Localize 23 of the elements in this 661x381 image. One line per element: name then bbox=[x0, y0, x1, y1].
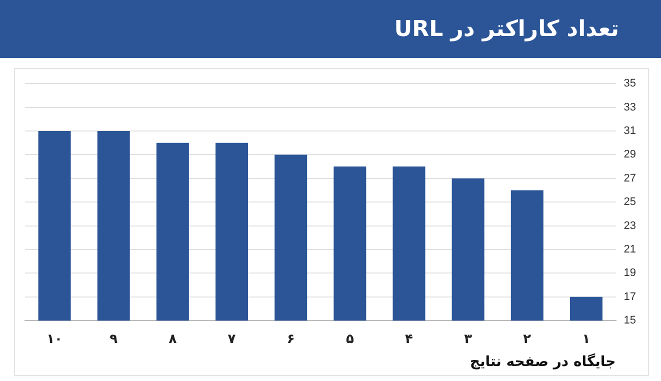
chart-title: تعداد کاراکتر در URL bbox=[394, 16, 619, 42]
y-tick-label: 21 bbox=[624, 244, 636, 256]
y-tick-label: 29 bbox=[624, 148, 636, 161]
x-tick-label: ۲ bbox=[523, 332, 532, 347]
y-tick-label: 15 bbox=[624, 314, 636, 327]
x-tick-label: ۹ bbox=[110, 332, 118, 347]
x-tick-label: ۸ bbox=[168, 332, 177, 347]
y-tick-label: 17 bbox=[624, 290, 636, 303]
x-tick-label: ۳ bbox=[464, 332, 472, 347]
y-tick-label: 23 bbox=[624, 220, 636, 232]
y-tick-label: 27 bbox=[624, 172, 636, 184]
x-tick-label: ۶ bbox=[286, 332, 295, 347]
x-tick-label: ۱ bbox=[582, 332, 590, 347]
x-tick-label: ۴ bbox=[405, 332, 414, 347]
x-tick-label: ۵ bbox=[346, 332, 354, 347]
x-tick-label: ۷ bbox=[228, 332, 236, 347]
y-tick-label: 19 bbox=[624, 267, 636, 280]
x-axis-title: جایگاه در صفحه نتایج bbox=[470, 353, 616, 370]
x-tick-label: ۱۰ bbox=[46, 332, 62, 347]
y-tick-label: 35 bbox=[624, 78, 636, 90]
y-tick-label: 31 bbox=[624, 125, 636, 138]
y-tick-label: 25 bbox=[624, 196, 636, 208]
y-tick-label: 33 bbox=[624, 101, 636, 114]
